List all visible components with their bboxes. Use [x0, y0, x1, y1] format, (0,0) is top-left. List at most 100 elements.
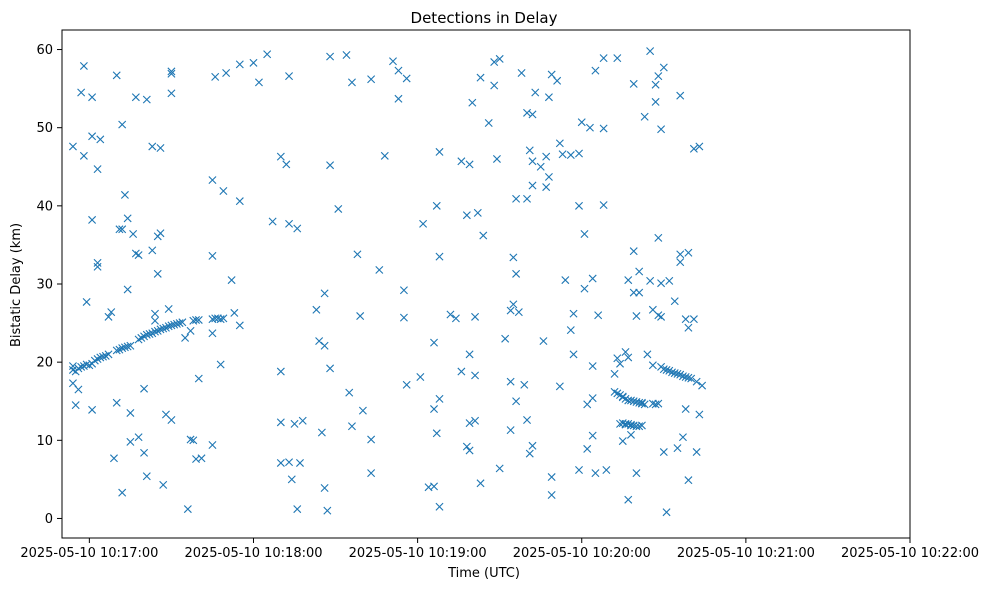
data-point	[315, 337, 324, 346]
data-point	[320, 289, 329, 298]
data-point	[394, 66, 403, 75]
data-point	[342, 51, 351, 59]
data-point	[290, 419, 299, 428]
data-point	[276, 458, 285, 467]
data-point	[68, 362, 77, 371]
data-point	[684, 248, 693, 257]
data-point	[479, 231, 488, 240]
data-point	[512, 194, 521, 203]
data-point	[558, 150, 567, 159]
data-point	[216, 360, 225, 369]
data-point	[542, 183, 551, 192]
data-point	[575, 201, 583, 210]
data-point	[189, 436, 198, 445]
data-point	[523, 415, 532, 424]
data-point	[123, 214, 132, 223]
data-point	[263, 50, 272, 59]
data-point	[512, 397, 521, 406]
data-point	[635, 288, 644, 297]
data-point	[68, 379, 77, 388]
data-point	[654, 233, 663, 242]
data-point	[326, 364, 335, 373]
data-point	[692, 377, 701, 386]
data-point	[167, 89, 176, 98]
data-point	[648, 361, 657, 370]
data-point	[164, 305, 173, 313]
chart-title: Detections in Delay	[411, 9, 558, 27]
data-point	[432, 201, 441, 210]
data-point	[186, 435, 195, 444]
x-tick-label: 2025-05-10 10:18:00	[184, 546, 322, 561]
data-point	[523, 108, 532, 117]
data-point	[512, 269, 521, 278]
data-point	[676, 91, 685, 100]
data-point	[416, 373, 425, 381]
data-point	[123, 342, 132, 351]
plot-area	[61, 29, 911, 539]
data-point	[93, 258, 102, 267]
data-point	[79, 61, 88, 70]
data-point	[465, 350, 474, 359]
y-axis: 0 10 20 30 40 50 60	[36, 43, 62, 527]
data-point	[334, 204, 343, 213]
data-point	[681, 373, 690, 381]
data-point	[211, 72, 220, 81]
data-point	[583, 400, 592, 409]
data-point	[312, 305, 321, 314]
data-point	[588, 362, 597, 371]
data-point	[547, 491, 556, 500]
data-point	[118, 120, 127, 129]
data-point	[599, 54, 608, 63]
data-point	[580, 284, 589, 293]
data-point	[197, 454, 206, 463]
data-point	[276, 367, 285, 376]
data-point	[367, 75, 376, 84]
data-point	[670, 297, 679, 306]
data-point	[689, 144, 698, 153]
data-point	[561, 276, 570, 285]
data-point	[167, 415, 176, 424]
data-point	[194, 374, 203, 383]
data-point	[235, 197, 244, 206]
data-point	[104, 350, 113, 359]
data-point	[509, 253, 518, 262]
data-point	[689, 315, 698, 324]
data-point	[484, 119, 493, 127]
data-point	[208, 441, 217, 449]
data-point	[380, 151, 389, 160]
data-point	[580, 229, 589, 238]
data-point	[490, 58, 499, 67]
data-point	[216, 315, 225, 324]
data-point	[566, 151, 575, 160]
data-point	[577, 118, 586, 127]
data-point	[326, 52, 335, 61]
data-point	[684, 476, 693, 485]
data-point	[254, 78, 263, 87]
data-point	[495, 54, 504, 63]
data-point	[547, 473, 556, 482]
data-point	[468, 98, 477, 107]
data-point	[684, 373, 693, 382]
data-point	[268, 217, 277, 226]
data-point	[112, 71, 121, 80]
data-point	[678, 433, 687, 442]
data-point	[99, 352, 108, 361]
data-point	[112, 346, 121, 355]
data-point	[640, 112, 649, 121]
data-point	[399, 313, 408, 322]
y-tick-label: 40	[36, 199, 53, 214]
data-point	[115, 225, 124, 234]
data-point	[178, 318, 187, 327]
data-point	[194, 315, 203, 324]
data-point	[457, 367, 466, 376]
data-point	[662, 508, 671, 517]
data-point	[435, 147, 444, 156]
data-point	[186, 326, 195, 335]
data-point	[465, 160, 474, 169]
data-point	[588, 274, 597, 283]
data-point	[140, 448, 149, 457]
data-point	[293, 224, 302, 233]
data-point	[651, 400, 660, 409]
data-point	[575, 149, 583, 158]
data-point	[71, 401, 80, 410]
